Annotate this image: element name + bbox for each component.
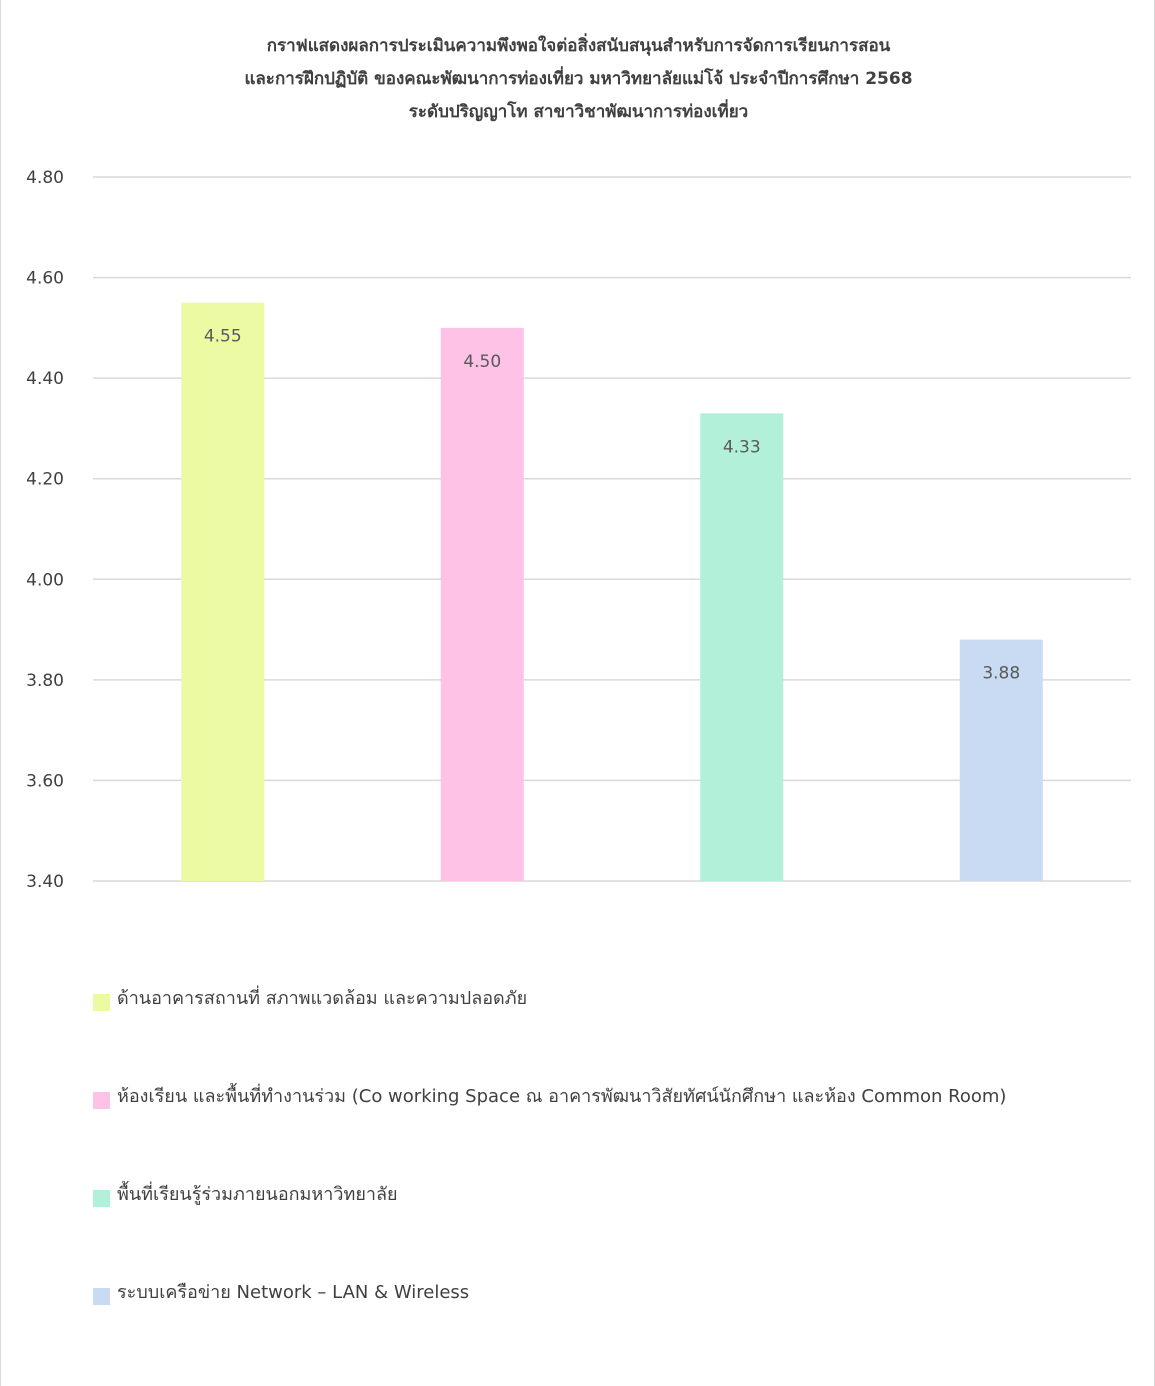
data-label: 4.50 <box>463 352 501 372</box>
legend: ด้านอาคารสถานที่ สภาพแวดล้อม และความปลอด… <box>93 980 1143 1372</box>
data-label: 3.88 <box>982 664 1020 684</box>
legend-item-external-learning: พื้นที่เรียนรู้ร่วมภายนอกมหาวิทยาลัย <box>93 1176 1143 1274</box>
bar <box>959 639 1043 881</box>
chart-title: กราฟแสดงผลการประเมินความพึงพอใจต่อสิ่งสน… <box>1 30 1155 129</box>
legend-swatch-building <box>93 994 110 1011</box>
y-tick-label: 4.40 <box>26 369 64 389</box>
legend-item-network: ระบบเครือข่าย Network – LAN & Wireless <box>93 1274 1143 1372</box>
bar <box>181 302 265 881</box>
legend-swatch-network <box>93 1288 110 1305</box>
legend-label-classroom: ห้องเรียน และพื้นที่ทำงานร่วม (Co workin… <box>117 1086 1007 1107</box>
data-label: 4.33 <box>723 437 761 457</box>
y-tick-label: 3.80 <box>26 671 64 691</box>
legend-item-building: ด้านอาคารสถานที่ สภาพแวดล้อม และความปลอด… <box>93 980 1143 1078</box>
data-label: 4.55 <box>204 327 242 347</box>
legend-swatch-external-learning <box>93 1190 110 1207</box>
y-tick-label: 4.20 <box>26 470 64 490</box>
chart-title-line-1: กราฟแสดงผลการประเมินความพึงพอใจต่อสิ่งสน… <box>266 36 891 56</box>
y-tick-label: 4.00 <box>26 570 64 590</box>
legend-label-building: ด้านอาคารสถานที่ สภาพแวดล้อม และความปลอด… <box>117 988 528 1009</box>
y-tick-label: 4.60 <box>26 269 64 289</box>
legend-label-external-learning: พื้นที่เรียนรู้ร่วมภายนอกมหาวิทยาลัย <box>117 1184 398 1205</box>
bar <box>440 327 524 881</box>
chart-title-line-2: และการฝึกปฏิบัติ ของคณะพัฒนาการท่องเที่ย… <box>244 69 913 89</box>
y-tick-label: 3.40 <box>26 872 64 892</box>
legend-label-network: ระบบเครือข่าย Network – LAN & Wireless <box>117 1282 470 1303</box>
chart-title-line-3: ระดับปริญญาโท สาขาวิชาพัฒนาการท่องเที่ยว <box>408 102 749 122</box>
y-tick-label: 4.80 <box>26 168 64 188</box>
legend-item-classroom: ห้องเรียน และพื้นที่ทำงานร่วม (Co workin… <box>93 1078 1143 1176</box>
legend-swatch-classroom <box>93 1092 110 1109</box>
plot-area: 4.80 4.60 4.40 4.20 4.00 3.80 3.60 3.40 4.55 4.50… <box>26 168 1131 892</box>
bar <box>700 413 784 881</box>
y-tick-label: 3.60 <box>26 771 64 791</box>
